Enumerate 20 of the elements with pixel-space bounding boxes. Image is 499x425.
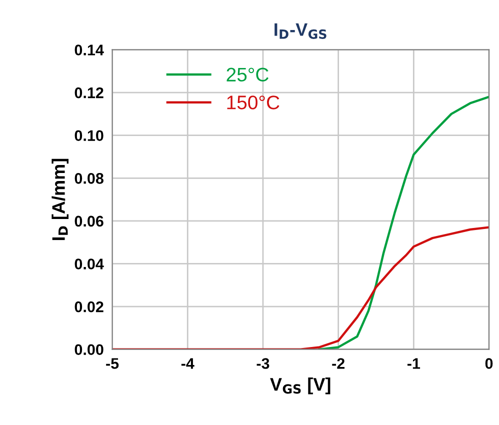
x-tick-label: -3: [256, 358, 270, 369]
y-tick-label: 0.04: [74, 258, 104, 270]
y-tick-label: 0.12: [74, 87, 104, 98]
y-tick-label: 0.14: [74, 44, 104, 56]
y-tick-label: 0.02: [74, 301, 104, 312]
x-tick-label: -2: [332, 358, 345, 369]
y-tick-label: 0.08: [74, 173, 104, 184]
legend-label: 150°C: [227, 96, 280, 110]
line-series: [318, 96, 490, 350]
x-tick-label: -5: [106, 358, 119, 369]
x-tick-label: 0: [485, 358, 493, 369]
y-tick-label: 0.10: [74, 130, 104, 142]
x-axis-title: V$_{GS}$ [V]: [270, 377, 330, 394]
x-tick-label: -4: [181, 358, 194, 369]
y-tick-label: 0.00: [74, 344, 104, 356]
legend-label: 25°C: [226, 68, 268, 82]
y-axis-title: I$_{D}$ [A/mm]: [52, 158, 69, 240]
chart-title: I$_{D}$-V$_{GS}$: [274, 23, 326, 39]
x-tick-label: -1: [407, 358, 420, 369]
y-tick-label: 0.06: [74, 216, 104, 227]
